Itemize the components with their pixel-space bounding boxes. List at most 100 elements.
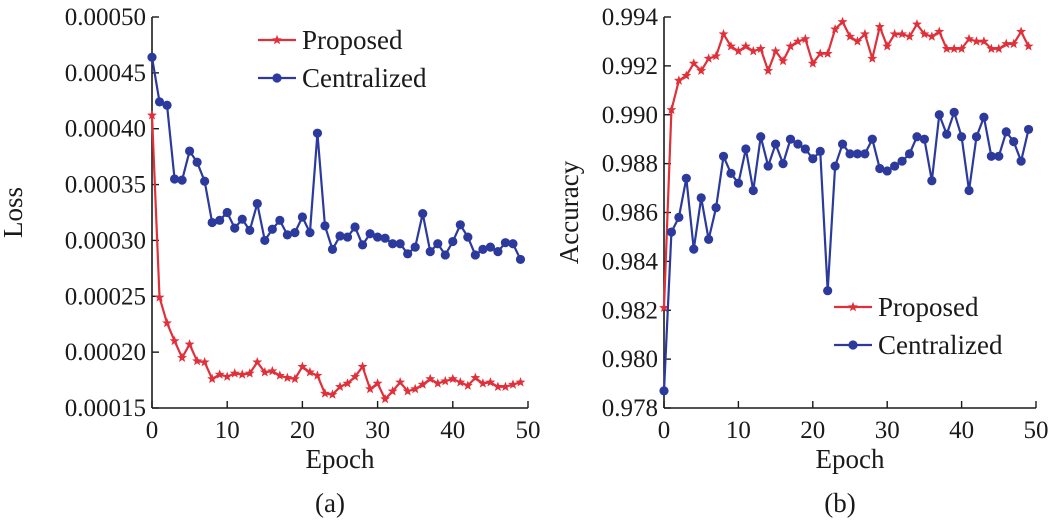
x-axis-label: Epoch — [306, 444, 375, 474]
data-point-circle — [904, 149, 915, 159]
data-point-star — [327, 389, 338, 399]
data-point-circle — [890, 161, 900, 171]
x-tick-label: 30 — [365, 417, 390, 444]
data-point-circle — [897, 156, 907, 166]
x-tick-label: 0 — [658, 417, 671, 444]
legend-label: Centralized — [878, 330, 1003, 360]
data-point-circle — [1009, 137, 1019, 147]
data-point-circle — [815, 146, 825, 157]
data-point-circle — [741, 144, 751, 154]
data-point-circle — [800, 144, 810, 154]
series-centralized — [659, 107, 1034, 396]
data-point-star — [956, 43, 967, 53]
data-point-star — [455, 377, 466, 387]
data-point-circle — [365, 229, 375, 239]
data-point-circle — [681, 173, 691, 183]
series-proposed — [659, 16, 1034, 313]
data-point-circle — [659, 386, 669, 396]
data-point-star — [500, 381, 511, 391]
data-point-star — [971, 36, 982, 46]
data-point-circle — [823, 286, 833, 296]
data-point-star — [470, 372, 481, 383]
chart-panel-a: 0.00015 0.00020 0.00025 0.00030 0.00035 0.000… — [0, 4, 541, 518]
data-point-circle — [478, 244, 488, 254]
data-point-star — [934, 26, 945, 36]
y-tick-label: 0.00035 — [65, 172, 146, 199]
data-point-circle — [986, 151, 996, 161]
data-point-star — [492, 381, 503, 391]
data-point-star — [462, 380, 473, 390]
data-point-star — [297, 361, 308, 371]
x-tick-label: 50 — [1024, 417, 1049, 444]
data-point-circle — [327, 244, 338, 254]
x-tick-label: 40 — [440, 417, 465, 444]
y-tick-label: 0.00040 — [65, 116, 146, 143]
data-point-circle — [726, 168, 736, 178]
data-point-star — [282, 372, 293, 383]
data-point-circle — [312, 128, 323, 138]
data-point-star — [252, 357, 263, 367]
data-point-star — [312, 370, 323, 380]
x-tick-label: 20 — [290, 417, 315, 444]
data-point-circle — [696, 193, 706, 203]
data-point-circle — [215, 215, 225, 225]
data-point-star — [177, 352, 188, 362]
data-point-star — [1001, 38, 1012, 49]
data-point-star — [919, 28, 930, 39]
data-point-circle — [808, 154, 818, 164]
data-point-star — [274, 370, 285, 380]
data-point-circle — [305, 228, 315, 238]
legend-star-marker — [272, 34, 282, 45]
data-point-circle — [500, 238, 511, 248]
data-point-star — [867, 53, 878, 63]
data-point-circle — [718, 151, 729, 161]
data-point-circle — [689, 244, 699, 254]
data-point-circle — [207, 217, 217, 228]
data-point-star — [192, 355, 203, 366]
data-point-star — [402, 386, 413, 396]
data-point-star — [199, 357, 210, 367]
data-point-star — [380, 393, 391, 404]
data-point-star — [417, 379, 428, 389]
data-point-circle — [425, 247, 435, 257]
x-tick-label: 40 — [949, 417, 974, 444]
data-point-star — [852, 36, 863, 46]
data-point-star — [320, 388, 330, 398]
data-point-star — [372, 378, 383, 388]
series-proposed — [147, 110, 526, 404]
y-axis-label: Accuracy — [554, 160, 584, 264]
data-point-star — [1016, 26, 1027, 36]
data-point-star — [1023, 41, 1034, 51]
data-point-circle — [756, 132, 766, 142]
legend: Proposed Centralized — [258, 25, 427, 93]
data-point-circle — [994, 151, 1004, 161]
data-point-star — [681, 70, 692, 80]
data-point-star — [978, 36, 989, 46]
data-point-star — [304, 367, 315, 377]
data-point-star — [342, 378, 353, 388]
data-point-circle — [373, 232, 383, 242]
data-point-star — [837, 16, 848, 27]
data-point-circle — [169, 174, 180, 184]
data-point-circle — [778, 159, 788, 169]
data-point-circle — [260, 235, 270, 246]
data-point-circle — [245, 225, 255, 235]
data-point-circle — [971, 132, 982, 142]
data-point-star — [229, 368, 240, 378]
data-point-circle — [852, 149, 863, 159]
data-point-circle — [748, 185, 758, 196]
data-point-star — [147, 110, 157, 120]
data-point-star — [726, 41, 736, 51]
data-point-star — [718, 28, 729, 39]
data-point-circle — [942, 129, 952, 139]
data-point-star — [748, 46, 759, 56]
chart-panel-b: 0.978 0.980 0.982 0.984 0.986 0.988 0.990 0.992… — [554, 4, 1049, 518]
data-point-star — [515, 377, 526, 387]
data-point-circle — [177, 175, 187, 185]
data-point-circle — [1016, 156, 1026, 166]
panel-label: (a) — [315, 488, 345, 518]
data-point-star — [222, 371, 233, 381]
legend-label: Centralized — [302, 63, 427, 93]
data-point-circle — [418, 209, 428, 219]
